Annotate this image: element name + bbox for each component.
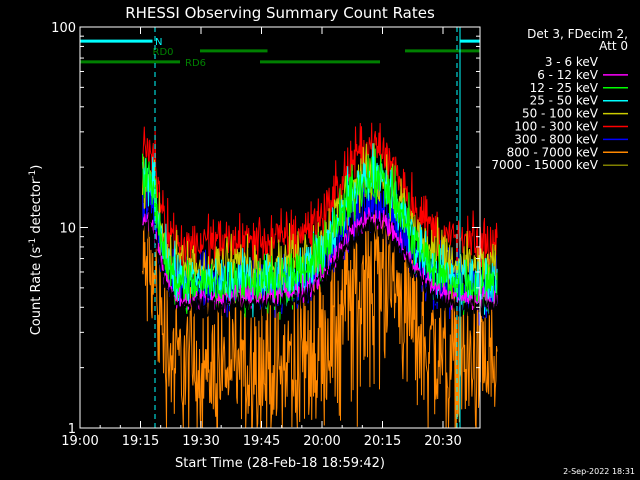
x-tick-label-0: 19:00: [61, 434, 98, 449]
y-axis-label: Count Rate (s-1 detector-1): [28, 165, 44, 336]
chart-title: RHESSI Observing Summary Count Rates: [125, 4, 435, 22]
x-axis-label: Start Time (28-Feb-18 18:59:42): [175, 456, 385, 471]
legend-label-4: 50 - 100 keV: [522, 107, 599, 121]
x-tick-label-2: 19:30: [182, 434, 219, 449]
legend-header-line-2: Att 0: [599, 39, 628, 53]
x-tick-label-5: 20:15: [364, 434, 401, 449]
y-tick-label-1: 10: [59, 222, 76, 237]
y-axis-label-end: ): [29, 165, 44, 170]
axis-layer: 19:00 19:15 19:30 19:45 20:00 20:15 20:30 1 10 10…: [51, 21, 480, 449]
y-axis-label-exp1: -1: [28, 238, 38, 247]
series-layer: [142, 122, 498, 429]
x-tick-label-3: 19:45: [243, 434, 280, 449]
y-axis-label-exp2: -1: [28, 170, 38, 179]
series-line-7: [142, 185, 498, 429]
legend-label-3: 25 - 50 keV: [530, 94, 599, 108]
state-bar-label-rd0: RD0: [153, 47, 174, 58]
legend-label-8: 7000 - 15000 keV: [491, 158, 598, 172]
y-tick-label-2: 100: [51, 21, 76, 36]
y-tick-label-0: 1: [68, 422, 76, 437]
y-axis-label-mid: detector: [29, 178, 44, 238]
legend-label-1: 6 - 12 keV: [537, 68, 599, 82]
timestamp: 2-Sep-2022 18:31: [563, 467, 635, 476]
x-tick-label-6: 20:30: [424, 434, 461, 449]
legend-label-2: 12 - 25 keV: [530, 81, 599, 95]
legend-label-5: 100 - 300 keV: [514, 120, 598, 134]
legend-header-line-1: Det 3, FDecim 2,: [527, 27, 628, 41]
x-tick-label-4: 20:00: [303, 434, 340, 449]
legend-label-0: 3 - 6 keV: [545, 55, 599, 69]
state-bar-label-n: N: [155, 37, 162, 48]
y-axis-label-main: Count Rate (s: [29, 247, 44, 336]
series-line-0: [142, 210, 498, 320]
x-tick-label-1: 19:15: [122, 434, 159, 449]
state-bar-label-rd6: RD6: [185, 58, 206, 69]
legend-label-7: 800 - 7000 keV: [507, 145, 599, 159]
legend-label-6: 300 - 800 keV: [514, 132, 598, 146]
